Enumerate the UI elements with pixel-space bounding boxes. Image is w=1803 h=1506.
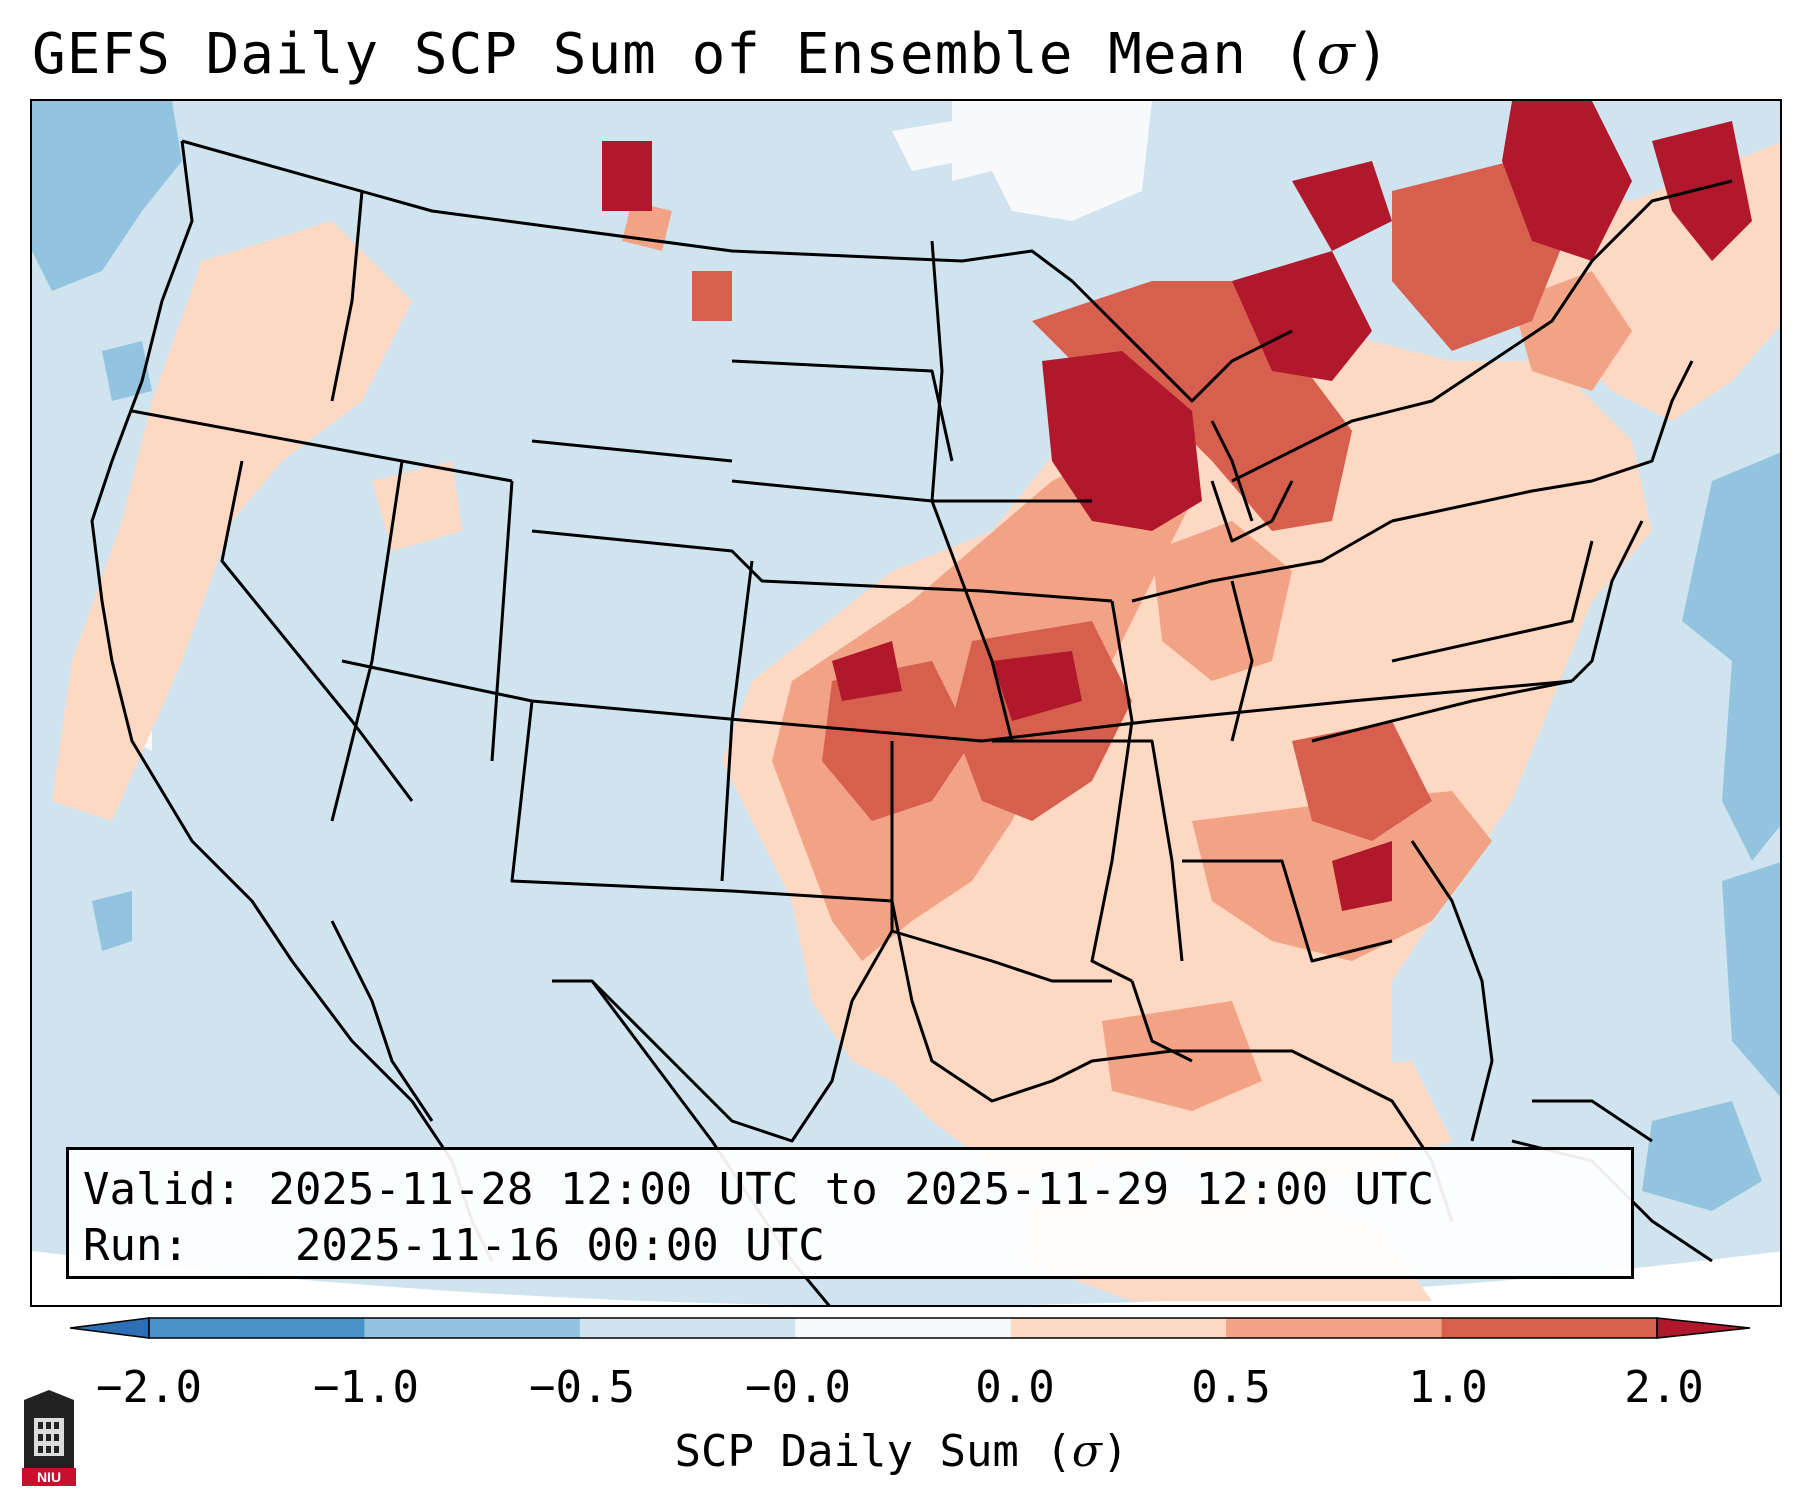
colorbar-tick-label: −1.0 — [313, 1362, 419, 1413]
colorbar-label: SCP Daily Sum (σ) — [674, 1426, 1129, 1477]
colorbar-bin — [1441, 1318, 1658, 1338]
map-title: GEFS Daily SCP Sum of Ensemble Mean (σ) — [32, 22, 1391, 87]
map-canvas — [32, 101, 1780, 1305]
colorbar-extend-high — [1656, 1317, 1750, 1339]
run-label: Run: — [83, 1220, 189, 1271]
validity-info-box: Valid: 2025-11-28 12:00 UTC to 2025-11-2… — [66, 1147, 1634, 1279]
valid-value: 2025-11-28 12:00 UTC to 2025-11-29 12:00… — [268, 1164, 1435, 1215]
niu-logo: NIU — [22, 1390, 76, 1486]
colorbar-tick-label: 2.0 — [1624, 1362, 1704, 1413]
colorbar-tick-label: −0.0 — [745, 1362, 851, 1413]
colorbar-tick-label: 0.0 — [975, 1362, 1055, 1413]
colorbar-bin — [579, 1318, 796, 1338]
colorbar-bin — [1226, 1318, 1443, 1338]
colorbar-tick-label: −0.5 — [529, 1362, 635, 1413]
colorbar-tick-label: −2.0 — [96, 1362, 202, 1413]
positive-anomaly-extreme — [602, 101, 1752, 911]
negative-anomaly-areas — [32, 101, 1780, 1211]
projection-edge — [32, 1251, 1780, 1305]
colorbar-extend-low — [70, 1317, 150, 1339]
colorbar-bin — [1010, 1318, 1227, 1338]
valid-label: Valid: — [83, 1164, 242, 1215]
colorbar-bin — [364, 1318, 581, 1338]
colorbar-tick-label: 0.5 — [1191, 1362, 1271, 1413]
positive-anomaly-high — [692, 161, 1572, 841]
colorbar-bin — [149, 1318, 365, 1338]
logo-text: NIU — [37, 1469, 61, 1485]
colorbar-tick-label: 1.0 — [1408, 1362, 1488, 1413]
colorbar-bin — [795, 1318, 1012, 1338]
colorbar — [70, 1317, 1750, 1339]
map-panel — [30, 99, 1782, 1307]
run-value: 2025-11-16 00:00 UTC — [294, 1220, 825, 1271]
